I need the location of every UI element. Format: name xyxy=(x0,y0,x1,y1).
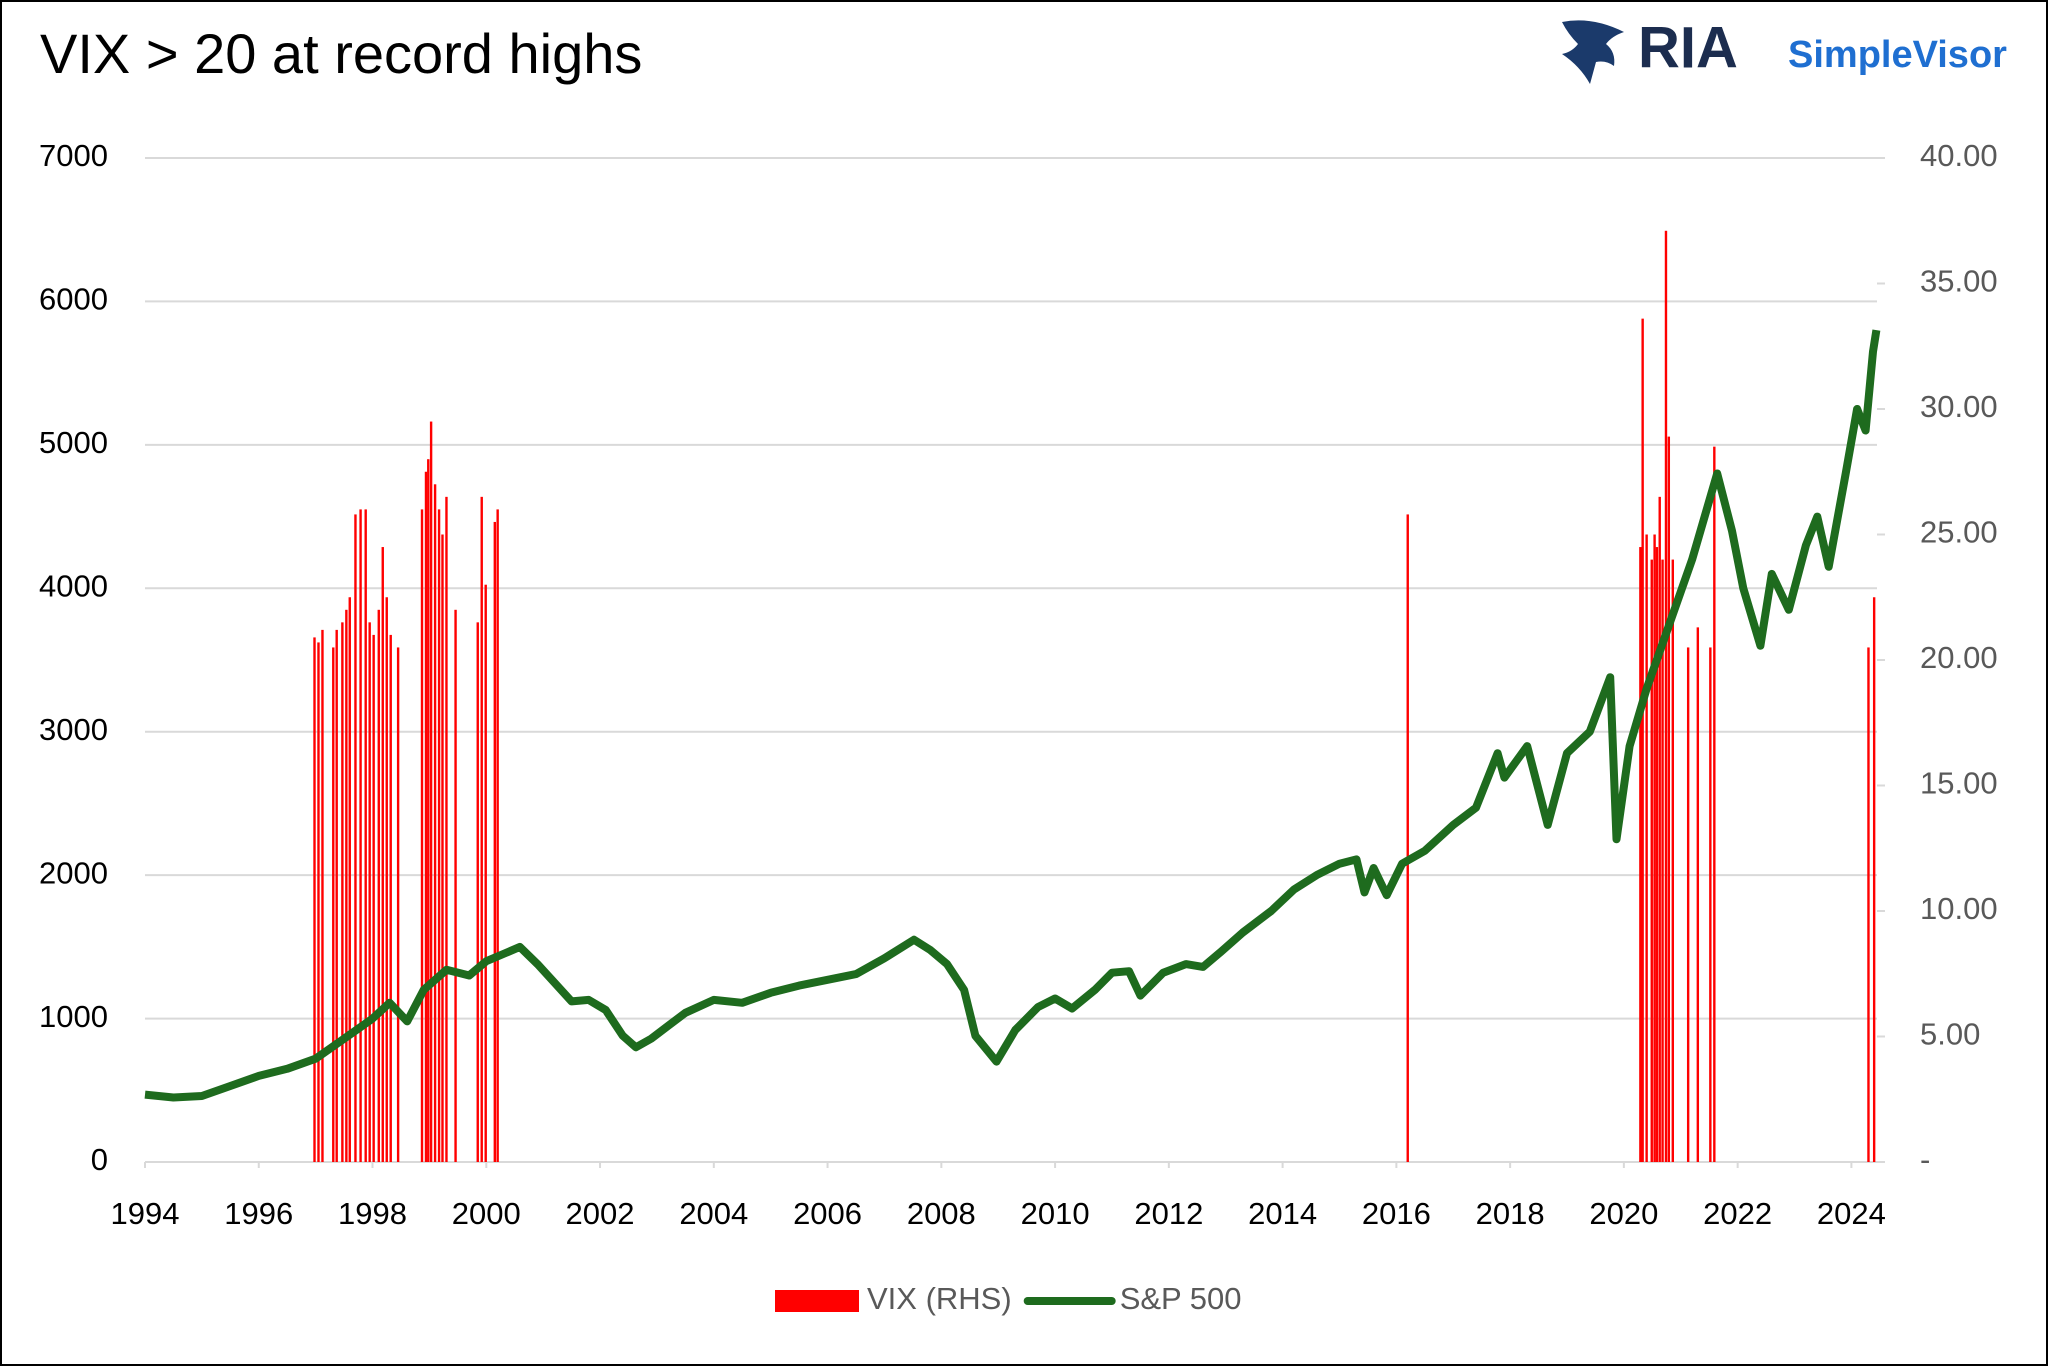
x-tick-label: 2010 xyxy=(1021,1196,1090,1231)
bar xyxy=(429,421,433,1162)
x-tick-label: 2000 xyxy=(452,1196,521,1231)
y-tick-label: 5000 xyxy=(39,425,108,460)
bar xyxy=(1653,534,1656,1162)
bar xyxy=(1650,559,1653,1162)
y2-tick-label: 15.00 xyxy=(1920,766,1998,801)
bar xyxy=(381,547,384,1162)
bar xyxy=(437,509,441,1162)
bar xyxy=(385,597,388,1162)
bar xyxy=(1867,647,1870,1162)
legend-item: VIX (RHS) xyxy=(775,1281,1012,1316)
y2-tick-label: 30.00 xyxy=(1920,389,1998,424)
bar xyxy=(389,634,392,1162)
bar xyxy=(454,609,457,1162)
legend-swatch xyxy=(775,1290,859,1312)
bar xyxy=(372,634,375,1162)
bar xyxy=(313,637,316,1162)
bar xyxy=(433,484,437,1162)
bar xyxy=(1664,230,1668,1163)
bar xyxy=(317,642,320,1162)
x-tick-label: 2012 xyxy=(1134,1196,1203,1231)
bar xyxy=(1686,647,1690,1162)
bar xyxy=(1655,547,1659,1162)
bar xyxy=(1667,436,1671,1162)
y-tick-label: 3000 xyxy=(39,712,108,747)
bar xyxy=(332,647,335,1162)
x-tick-label: 2018 xyxy=(1476,1196,1545,1231)
bar xyxy=(496,509,499,1162)
logo: RIA SimpleVisor xyxy=(1562,15,2007,84)
x-tick-label: 2008 xyxy=(907,1196,976,1231)
bar xyxy=(441,534,444,1162)
x-tick-label: 1994 xyxy=(111,1196,180,1231)
bar xyxy=(1661,559,1664,1162)
y2-tick-label: - xyxy=(1920,1142,1930,1177)
bar xyxy=(1645,534,1648,1162)
y2-tick-label: 10.00 xyxy=(1920,891,1998,926)
bar xyxy=(1872,597,1876,1162)
y2-tick-label: 40.00 xyxy=(1920,138,1998,173)
bar xyxy=(321,629,324,1162)
x-tick-label: 2016 xyxy=(1362,1196,1431,1231)
x-tick-label: 1996 xyxy=(224,1196,293,1231)
bar xyxy=(445,496,448,1163)
y2-tick-label: 5.00 xyxy=(1920,1017,1980,1052)
x-tick-label: 2014 xyxy=(1248,1196,1317,1231)
chart-title: VIX > 20 at record highs xyxy=(40,22,642,85)
y-tick-label: 7000 xyxy=(39,138,108,173)
y-tick-label: 6000 xyxy=(39,282,108,317)
bar xyxy=(424,471,428,1162)
bar xyxy=(341,622,344,1162)
y2-tick-label: 35.00 xyxy=(1920,264,1998,299)
bar xyxy=(364,509,367,1162)
bar xyxy=(335,629,338,1162)
bar xyxy=(1641,318,1644,1162)
bar xyxy=(377,609,380,1162)
x-tick-label: 2020 xyxy=(1589,1196,1658,1231)
bar xyxy=(1639,547,1642,1162)
y-tick-label: 4000 xyxy=(39,568,108,603)
y2-tick-label: 25.00 xyxy=(1920,515,1998,550)
bar xyxy=(354,514,357,1162)
logo-product: SimpleVisor xyxy=(1788,34,2007,76)
y-tick-label: 0 xyxy=(91,1142,108,1177)
bar xyxy=(1406,514,1409,1162)
bar xyxy=(396,647,400,1162)
bar xyxy=(1696,627,1700,1162)
bar xyxy=(493,521,497,1162)
bar xyxy=(1658,496,1661,1163)
bar xyxy=(476,622,479,1162)
x-tick-label: 2022 xyxy=(1703,1196,1772,1231)
y2-tick-label: 20.00 xyxy=(1920,640,1998,675)
y-tick-label: 1000 xyxy=(39,999,108,1034)
line xyxy=(144,329,1881,1102)
x-tick-label: 2004 xyxy=(679,1196,748,1231)
x-tick-label: 2024 xyxy=(1817,1196,1886,1231)
x-tick-label: 2006 xyxy=(793,1196,862,1231)
bar xyxy=(348,597,351,1162)
legend-item: S&P 500 xyxy=(1023,1281,1242,1316)
bar xyxy=(1709,647,1712,1162)
y-tick-label: 2000 xyxy=(39,855,108,890)
legend-label: VIX (RHS) xyxy=(867,1281,1012,1316)
bar xyxy=(368,622,371,1162)
logo-icon xyxy=(1562,20,1624,84)
bar xyxy=(427,459,430,1162)
bar xyxy=(1671,559,1675,1162)
legend-label: S&P 500 xyxy=(1120,1281,1242,1316)
bar xyxy=(1713,446,1716,1162)
x-tick-label: 2002 xyxy=(566,1196,635,1231)
x-tick-label: 1998 xyxy=(338,1196,407,1231)
bar xyxy=(480,496,483,1163)
bar xyxy=(345,609,348,1162)
bar xyxy=(359,509,362,1162)
bar xyxy=(484,584,487,1162)
logo-name: RIA xyxy=(1638,15,1738,80)
bar xyxy=(420,509,424,1162)
